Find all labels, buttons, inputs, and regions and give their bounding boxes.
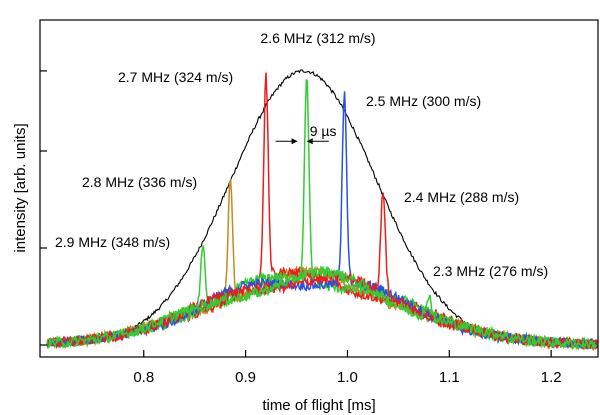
series-label: 2.4 MHz (288 m/s): [404, 189, 519, 205]
x-axis-title: time of flight [ms]: [262, 397, 375, 414]
x-tick-label: 0.8: [133, 369, 154, 386]
x-tick-label: 1.0: [337, 369, 358, 386]
interval-arrowhead-right: [306, 138, 313, 145]
x-tick-label: 1.1: [439, 369, 460, 386]
series-label: 2.3 MHz (276 m/s): [433, 263, 548, 279]
series-line: [46, 79, 598, 349]
series-label: 2.8 MHz (336 m/s): [82, 174, 197, 190]
y-axis-title: intensity [arb. units]: [12, 123, 29, 252]
series-line: [47, 193, 598, 350]
series-line: [46, 265, 598, 351]
series-line: [46, 72, 598, 352]
x-tick-label: 0.9: [235, 369, 256, 386]
interval-label: 9 µs: [310, 123, 337, 139]
tick-layer: 0.8 0.9 1.0 1.1 1.2: [40, 70, 562, 386]
series-label: 2.7 MHz (324 m/s): [118, 69, 233, 85]
interval-arrowhead-left: [291, 138, 298, 145]
series-label: 2.6 MHz (312 m/s): [260, 30, 375, 46]
series-label: 2.9 MHz (348 m/s): [55, 234, 170, 250]
annotation-layer: 2.9 MHz (348 m/s) 2.8 MHz (336 m/s) 2.7 MH…: [55, 30, 548, 279]
trace-layer: [46, 69, 598, 352]
series-label: 2.5 MHz (300 m/s): [366, 93, 481, 109]
x-tick-label: 1.2: [541, 369, 562, 386]
plot-frame: [39, 19, 599, 358]
envelope-line: [46, 69, 598, 349]
